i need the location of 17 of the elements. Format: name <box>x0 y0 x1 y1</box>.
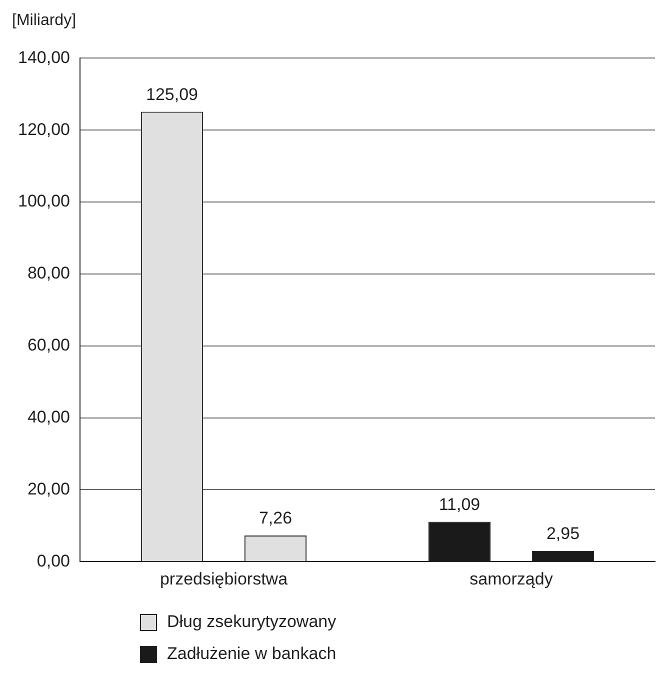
y-axis-title: [Miliardy] <box>11 11 78 31</box>
x-tick-label: samorządy <box>470 569 554 588</box>
y-tick-label: 0,00 <box>36 551 70 570</box>
y-tick-label: 40,00 <box>27 407 70 426</box>
data-label: 11,09 <box>438 494 480 514</box>
y-tick-label: 20,00 <box>27 479 70 498</box>
legend-label: Zadłużenie w bankach <box>167 644 336 664</box>
y-tick-label: 80,00 <box>27 264 70 283</box>
y-tick-label: 140,00 <box>18 48 70 67</box>
y-tick-label: 100,00 <box>18 192 70 211</box>
data-label: 2,95 <box>546 524 580 544</box>
data-label: 125,09 <box>146 85 198 104</box>
y-tick-label: 120,00 <box>18 120 70 139</box>
x-tick-label: przedsiębiorstwa <box>160 569 288 588</box>
legend-label: Dług zsekurytyzowany <box>167 612 336 632</box>
data-label: 7,26 <box>258 508 292 528</box>
y-tick-label: 60,00 <box>27 336 70 355</box>
